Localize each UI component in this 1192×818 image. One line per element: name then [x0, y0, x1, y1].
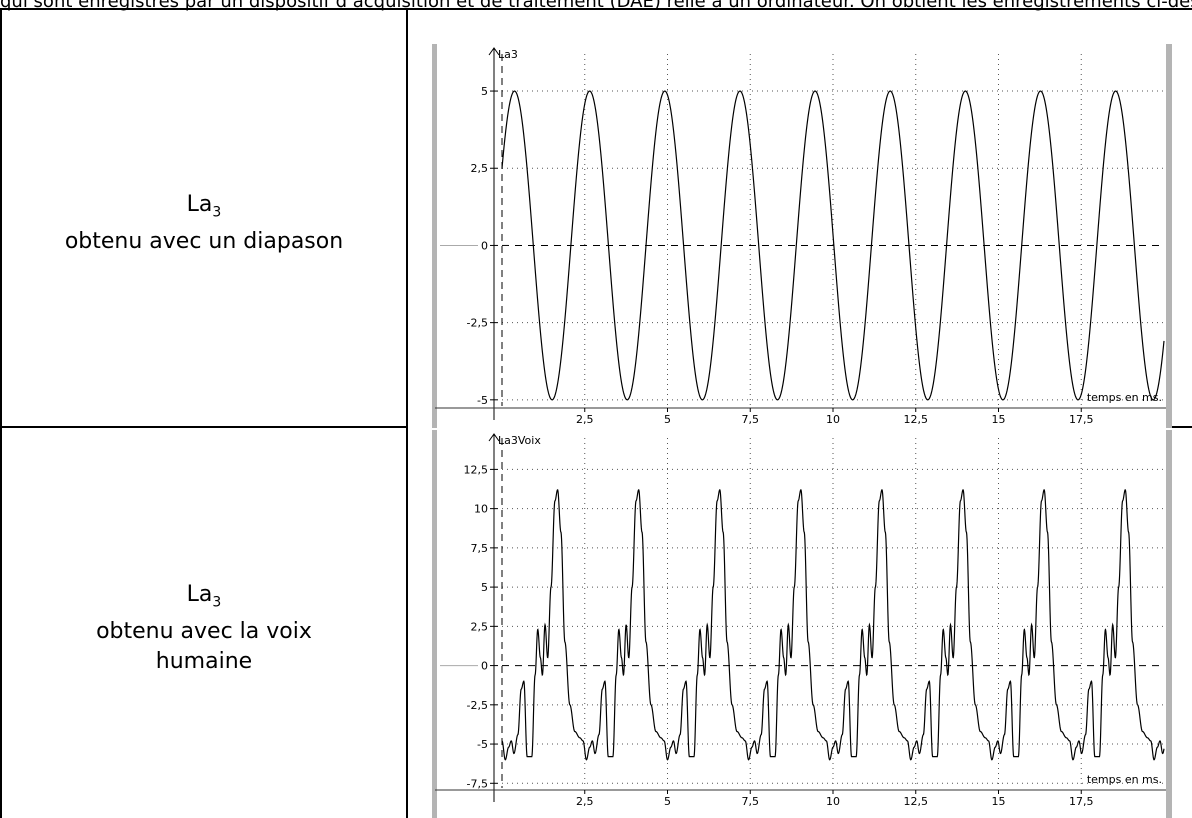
- row-2-description-2: humaine: [155, 649, 253, 675]
- x-tick-label: 10: [826, 795, 840, 808]
- series-label: La3: [498, 48, 518, 61]
- row-1-description: obtenu avec un diapason: [64, 229, 344, 255]
- table-row-divider-right: [1170, 426, 1192, 428]
- note-octave: 3: [212, 594, 222, 611]
- frame-right-bar: [1166, 44, 1172, 428]
- note-name: La: [186, 582, 213, 607]
- x-tick-label: 7,5: [742, 795, 760, 808]
- y-tick-label: 10: [474, 503, 488, 516]
- y-tick-label: 7,5: [471, 542, 489, 555]
- y-tick-label: -7,5: [467, 777, 488, 790]
- y-tick-label: -5: [477, 394, 488, 407]
- x-tick-label: 12,5: [904, 413, 929, 426]
- y-tick-label: 2,5: [471, 162, 489, 175]
- table-left-border: [0, 8, 2, 818]
- x-tick-label: 17,5: [1069, 413, 1094, 426]
- series-line: [501, 90, 1165, 401]
- frame-left-bar: [432, 44, 437, 428]
- x-tick-label: 12,5: [904, 795, 929, 808]
- x-tick-label: 2,5: [576, 413, 594, 426]
- row-1-label: La3 obtenu avec un diapason: [0, 190, 408, 257]
- x-tick-label: 5: [664, 413, 671, 426]
- y-tick-label: 2,5: [471, 620, 489, 633]
- intro-text-fragment: qui sont enregistrés par un dispositif d…: [0, 0, 1192, 12]
- note-octave: 3: [212, 204, 222, 221]
- series-label: La3Voix: [498, 434, 541, 447]
- x-tick-label: 2,5: [576, 795, 594, 808]
- y-tick-label: 5: [481, 85, 488, 98]
- frame-left-bar: [432, 430, 437, 818]
- x-axis-label: temps en ms.: [1087, 773, 1162, 786]
- y-tick-label: -2,5: [467, 317, 488, 330]
- y-tick-label: 5: [481, 581, 488, 594]
- y-tick-label: 0: [481, 239, 488, 252]
- y-tick-label: 0: [481, 660, 488, 673]
- chart-la3-diapason: -5 -2,5 0 2,5 5 2,5 5 7,5 10 12,5 15 17,5 La3 temps e…: [432, 44, 1172, 428]
- note-name: La: [186, 192, 213, 217]
- series-line: [501, 489, 1165, 761]
- x-tick-label: 15: [992, 795, 1006, 808]
- x-tick-label: 17,5: [1069, 795, 1094, 808]
- table-row-divider: [0, 426, 408, 428]
- x-tick-label: 15: [992, 413, 1006, 426]
- y-tick-label: 12,5: [464, 463, 489, 476]
- x-tick-label: 7,5: [742, 413, 760, 426]
- y-axis-arrow: [488, 433, 500, 442]
- row-2-description: obtenu avec la voix: [96, 619, 312, 645]
- x-tick-label: 5: [664, 795, 671, 808]
- frame-right-bar: [1166, 430, 1172, 818]
- table-top-border: [0, 8, 1192, 10]
- y-axis-arrow: [488, 47, 500, 56]
- y-tick-label: -2,5: [467, 699, 488, 712]
- row-2-label: La3 obtenu avec la voix humaine: [0, 580, 408, 677]
- y-tick-label: -5: [477, 738, 488, 751]
- x-axis-label: temps en ms.: [1087, 391, 1162, 404]
- x-tick-label: 10: [826, 413, 840, 426]
- table-column-divider: [406, 8, 408, 818]
- chart-la3-voix: -7,5 -5 -2,5 0 2,5 5 7,5 10 12,5 2,5 5 7,5 10 12,5 15 1…: [432, 430, 1172, 818]
